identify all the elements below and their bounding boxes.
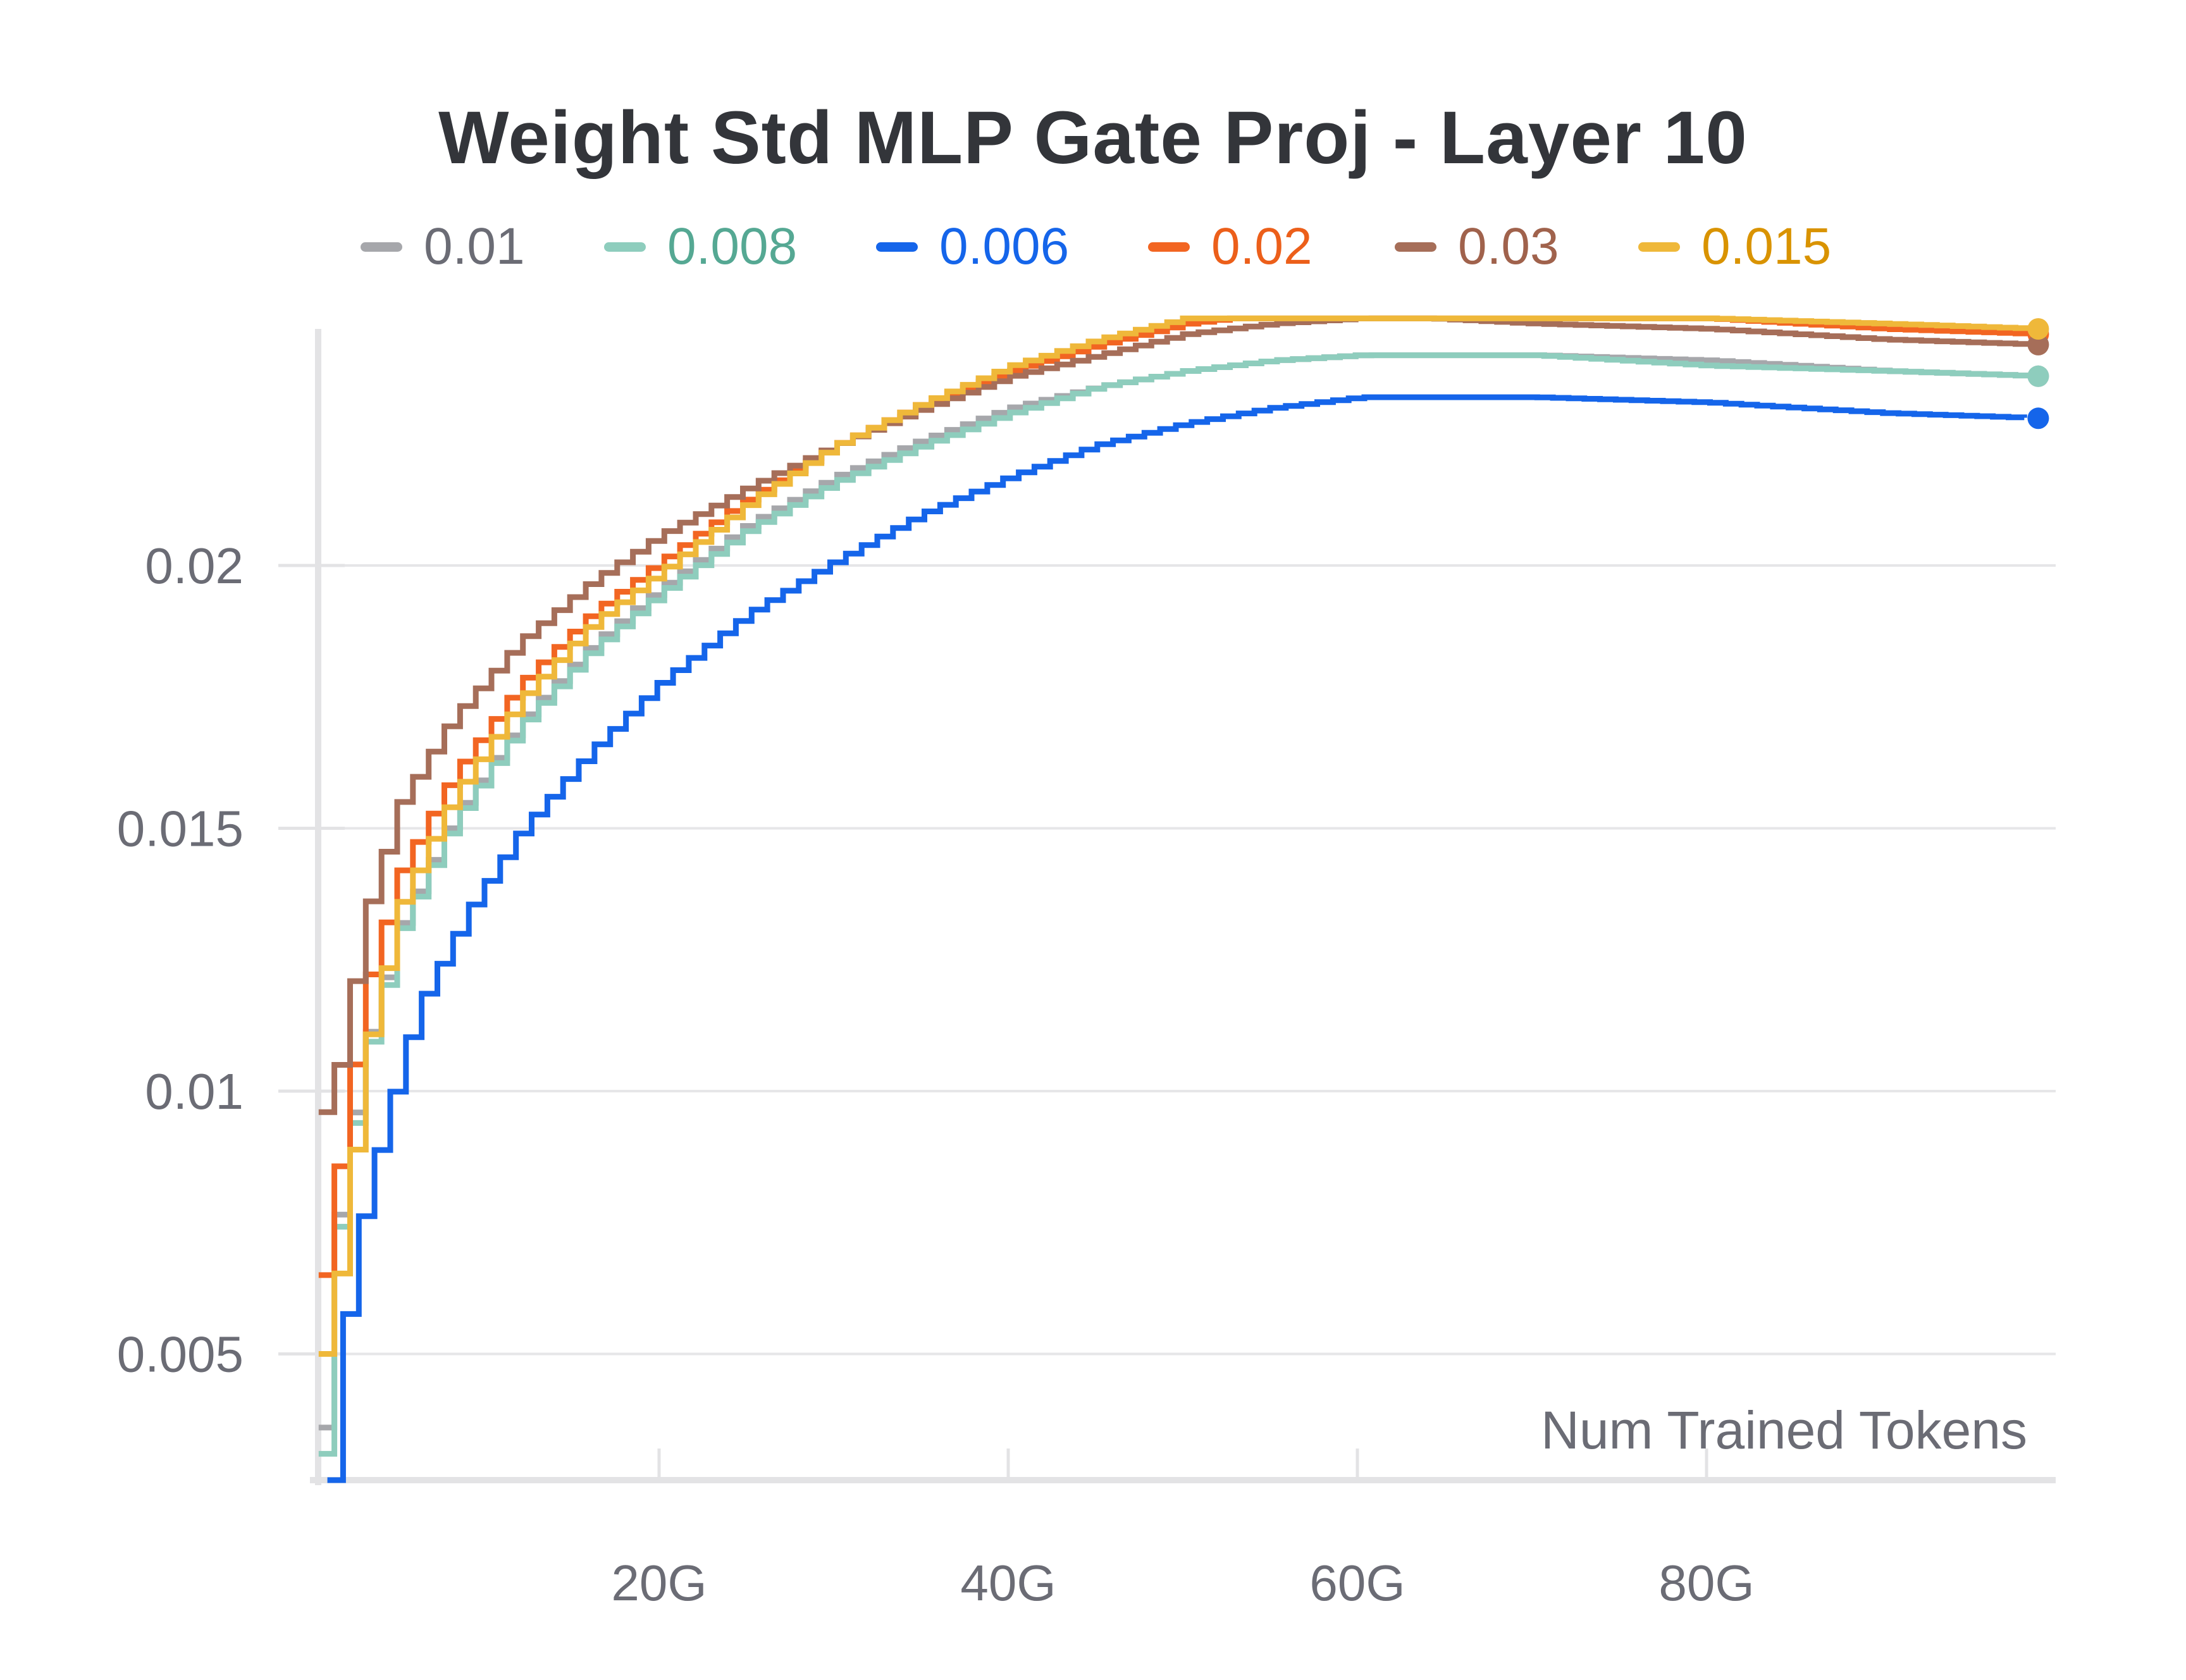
y-tick-label: 0.02 xyxy=(145,538,244,594)
legend-label: 0.03 xyxy=(1458,218,1559,275)
legend-item[interactable]: 0.01 xyxy=(361,212,525,281)
series-line-0.015 xyxy=(318,315,2034,1357)
legend-label: 0.006 xyxy=(939,218,1070,275)
x-axis-title: Num Trained Tokens xyxy=(1541,1400,2027,1460)
y-tick-label: 0.01 xyxy=(145,1063,244,1120)
legend-item[interactable]: 0.02 xyxy=(1148,212,1312,281)
x-tick-label: 20G xyxy=(611,1555,707,1611)
legend: 0.01 0.008 0.006 0.02 0.03 0.015 xyxy=(0,212,2186,281)
legend-swatch xyxy=(876,242,918,252)
legend-swatch xyxy=(604,242,646,252)
legend-item[interactable]: 0.008 xyxy=(604,212,797,281)
legend-item[interactable]: 0.015 xyxy=(1638,212,1831,281)
legend-label: 0.015 xyxy=(1701,218,1832,275)
series-endpoint-0.03 xyxy=(2027,333,2049,355)
x-tick-label: 60G xyxy=(1309,1555,1405,1611)
x-tick-label: 40G xyxy=(960,1555,1056,1611)
legend-swatch xyxy=(1148,242,1190,252)
series-line-0.03 xyxy=(318,315,2034,1115)
x-tick-label: 80G xyxy=(1658,1555,1754,1611)
y-tick-label: 0.015 xyxy=(117,800,244,856)
legend-swatch xyxy=(1395,242,1436,252)
legend-label: 0.02 xyxy=(1211,218,1312,275)
series-line-0.01 xyxy=(318,352,2034,1431)
series-line-0.006 xyxy=(327,394,2027,1483)
series-endpoint-0.008 xyxy=(2027,365,2049,387)
series-line-0.008 xyxy=(318,352,2034,1457)
legend-label: 0.008 xyxy=(667,218,798,275)
series-endpoint-0.015 xyxy=(2027,318,2049,340)
series-line-0.02 xyxy=(318,315,2034,1278)
legend-item[interactable]: 0.03 xyxy=(1395,212,1559,281)
legend-swatch xyxy=(1638,242,1680,252)
chart-title: Weight Std MLP Gate Proj - Layer 10 xyxy=(438,96,1748,180)
y-tick-label: 0.005 xyxy=(117,1326,244,1383)
series-endpoint-0.006 xyxy=(2027,407,2049,429)
legend-label: 0.01 xyxy=(424,218,525,275)
legend-swatch xyxy=(361,242,402,252)
legend-item[interactable]: 0.006 xyxy=(876,212,1069,281)
